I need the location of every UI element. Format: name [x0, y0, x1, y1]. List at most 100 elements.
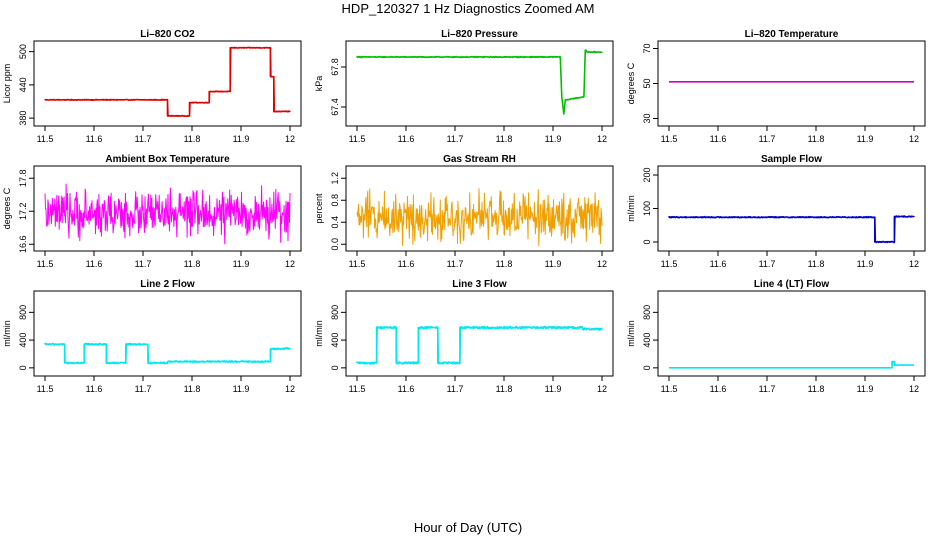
panel-7: Line 3 Flow ml/min 11.5 11.6 11.7 11.8 11.9 12 0… — [314, 279, 614, 394]
series-line — [668, 215, 915, 244]
y-axis-label: ml/min — [626, 320, 636, 347]
panel-5: Sample Flow ml/min 11.5 11.6 11.7 11.8 11.9 12 0… — [626, 154, 926, 269]
y-tick-label: 17.2 — [18, 202, 28, 220]
plot-frame — [345, 165, 614, 252]
y-tick-label: 50 — [642, 78, 652, 88]
y-tick-label: 1.2 — [330, 172, 340, 185]
y-tick-label: 16.6 — [18, 235, 28, 253]
y-tick-label: 17.8 — [18, 169, 28, 187]
y-tick-label: 100 — [642, 201, 652, 216]
y-tick-label: 400 — [18, 333, 28, 348]
plot-frame — [657, 165, 926, 252]
x-tick-label: 11.7 — [135, 384, 152, 394]
y-tick-label: 800 — [642, 305, 652, 320]
x-tick-label: 12 — [597, 384, 607, 394]
x-tick-label: 11.5 — [661, 134, 678, 144]
x-tick-label: 11.5 — [661, 384, 678, 394]
plot-frame — [345, 40, 614, 127]
panel-2: Li–820 Temperature degrees C 11.5 11.6 11.7 1… — [626, 29, 926, 144]
x-tick-label: 11.6 — [86, 259, 103, 269]
plot-frame — [345, 290, 614, 377]
x-tick-label: 11.5 — [37, 384, 54, 394]
y-tick-label: 67.4 — [330, 98, 340, 116]
x-tick-label: 11.8 — [184, 259, 201, 269]
y-axis-label: ml/min — [314, 320, 324, 347]
series-line — [356, 49, 603, 115]
y-axis-label: Licor ppm — [2, 64, 12, 104]
x-tick-label: 12 — [597, 134, 607, 144]
series-line — [44, 183, 291, 245]
x-tick-label: 11.6 — [86, 134, 103, 144]
plot-frame — [33, 165, 302, 252]
y-tick-label: 0.4 — [330, 216, 340, 229]
x-tick-label: 11.7 — [447, 384, 464, 394]
x-tick-label: 11.9 — [233, 134, 250, 144]
x-tick-label: 11.6 — [398, 134, 415, 144]
x-tick-label: 11.6 — [710, 259, 727, 269]
x-tick-label: 11.8 — [808, 134, 825, 144]
panel-title: Line 4 (LT) Flow — [754, 279, 830, 290]
plot-frame — [33, 40, 302, 127]
x-tick-label: 11.7 — [759, 259, 776, 269]
panel-title: Line 2 Flow — [140, 279, 195, 290]
x-tick-label: 11.5 — [349, 259, 366, 269]
x-tick-label: 12 — [597, 259, 607, 269]
x-tick-label: 11.5 — [37, 259, 54, 269]
panel-title: Ambient Box Temperature — [105, 154, 230, 165]
series-line — [44, 342, 291, 365]
x-tick-label: 11.9 — [545, 384, 562, 394]
y-tick-label: 0 — [330, 365, 340, 370]
x-tick-label: 11.7 — [759, 134, 776, 144]
x-tick-label: 11.7 — [447, 259, 464, 269]
x-tick-label: 11.8 — [496, 384, 513, 394]
y-tick-label: 440 — [18, 77, 28, 92]
x-tick-label: 11.9 — [233, 384, 250, 394]
figure-title: HDP_120327 1 Hz Diagnostics Zoomed AM — [342, 1, 595, 16]
plot-frame — [657, 290, 926, 377]
y-axis-label: degrees C — [2, 187, 12, 229]
x-tick-label: 11.8 — [184, 134, 201, 144]
x-tick-label: 11.8 — [184, 384, 201, 394]
panel-8: Line 4 (LT) Flow ml/min 11.5 11.6 11.7 11.8 11… — [626, 279, 926, 394]
x-tick-label: 11.9 — [857, 134, 874, 144]
y-axis-label: ml/min — [2, 320, 12, 347]
x-tick-label: 11.6 — [398, 259, 415, 269]
series-line — [356, 188, 603, 246]
x-tick-label: 11.8 — [496, 259, 513, 269]
y-tick-label: 0.8 — [330, 194, 340, 207]
x-tick-label: 11.7 — [447, 134, 464, 144]
x-tick-label: 12 — [909, 134, 919, 144]
y-axis-label: kPa — [314, 76, 324, 92]
panel-6: Line 2 Flow ml/min 11.5 11.6 11.7 11.8 11.9 12 0… — [2, 279, 302, 394]
x-tick-label: 11.5 — [37, 134, 54, 144]
x-tick-label: 11.5 — [349, 134, 366, 144]
y-tick-label: 380 — [18, 111, 28, 126]
y-tick-label: 200 — [642, 168, 652, 183]
x-tick-label: 11.8 — [496, 134, 513, 144]
y-tick-label: 0.0 — [330, 238, 340, 251]
x-tick-label: 11.9 — [545, 134, 562, 144]
x-tick-label: 11.8 — [808, 259, 825, 269]
x-tick-label: 11.5 — [349, 384, 366, 394]
y-axis-label: degrees C — [626, 62, 636, 104]
y-tick-label: 500 — [18, 44, 28, 59]
x-tick-label: 11.9 — [857, 259, 874, 269]
panel-title: Line 3 Flow — [452, 279, 507, 290]
plot-frame — [33, 290, 302, 377]
y-tick-label: 400 — [642, 333, 652, 348]
y-tick-label: 0 — [18, 365, 28, 370]
y-axis-label: percent — [314, 193, 324, 224]
x-tick-label: 11.7 — [135, 259, 152, 269]
x-tick-label: 12 — [909, 259, 919, 269]
panel-3: Ambient Box Temperature degrees C 11.5 11.6… — [2, 154, 302, 269]
y-tick-label: 800 — [18, 305, 28, 320]
plot-frame — [657, 40, 926, 127]
series-line — [668, 360, 915, 369]
series-line — [356, 325, 603, 365]
panel-0: Li–820 CO2 Licor ppm 11.5 11.6 11.7 11.8 11.9 1… — [2, 29, 302, 144]
y-axis-label: ml/min — [626, 195, 636, 222]
y-tick-label: 0 — [642, 365, 652, 370]
x-tick-label: 11.6 — [710, 384, 727, 394]
panel-title: Li–820 Pressure — [441, 29, 518, 40]
